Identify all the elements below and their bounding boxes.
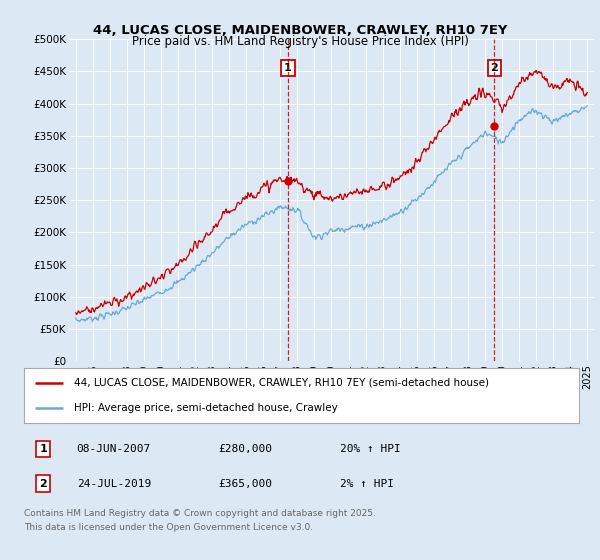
Text: 44, LUCAS CLOSE, MAIDENBOWER, CRAWLEY, RH10 7EY: 44, LUCAS CLOSE, MAIDENBOWER, CRAWLEY, R… bbox=[93, 24, 507, 38]
Text: 2% ↑ HPI: 2% ↑ HPI bbox=[340, 479, 394, 488]
Text: 1: 1 bbox=[40, 444, 47, 454]
Text: 2: 2 bbox=[491, 63, 499, 73]
Text: 1: 1 bbox=[284, 63, 292, 73]
Text: £280,000: £280,000 bbox=[218, 444, 272, 454]
Text: £365,000: £365,000 bbox=[218, 479, 272, 488]
Text: 2: 2 bbox=[40, 479, 47, 488]
Text: 44, LUCAS CLOSE, MAIDENBOWER, CRAWLEY, RH10 7EY (semi-detached house): 44, LUCAS CLOSE, MAIDENBOWER, CRAWLEY, R… bbox=[74, 378, 489, 388]
Text: 08-JUN-2007: 08-JUN-2007 bbox=[77, 444, 151, 454]
Text: Contains HM Land Registry data © Crown copyright and database right 2025.
This d: Contains HM Land Registry data © Crown c… bbox=[24, 510, 376, 531]
Text: Price paid vs. HM Land Registry's House Price Index (HPI): Price paid vs. HM Land Registry's House … bbox=[131, 35, 469, 49]
Text: HPI: Average price, semi-detached house, Crawley: HPI: Average price, semi-detached house,… bbox=[74, 403, 338, 413]
Text: 24-JUL-2019: 24-JUL-2019 bbox=[77, 479, 151, 488]
Text: 20% ↑ HPI: 20% ↑ HPI bbox=[340, 444, 401, 454]
